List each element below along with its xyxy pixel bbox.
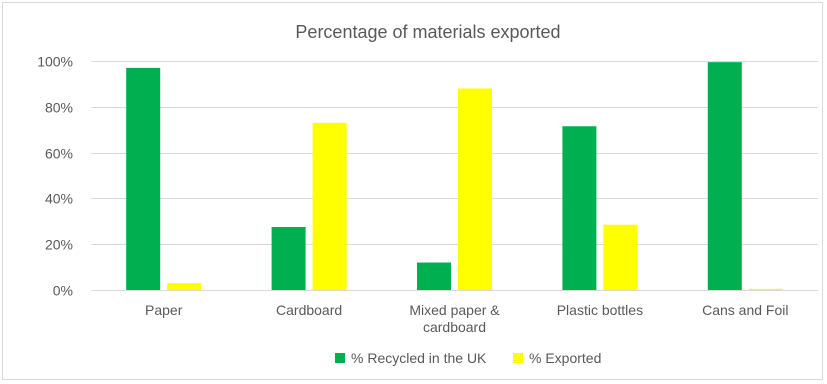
bar <box>603 224 638 290</box>
y-tick-label: 100% <box>37 54 73 70</box>
legend-swatch <box>335 353 345 363</box>
bar <box>748 288 783 290</box>
legend-label: % Exported <box>529 350 601 366</box>
y-tick-label: 40% <box>45 191 73 207</box>
bar <box>126 67 161 291</box>
y-tick-label: 20% <box>45 237 73 253</box>
x-category-label: Plastic bottles <box>557 302 643 318</box>
gridlines <box>91 61 818 291</box>
x-category-label: Cardboard <box>276 302 342 318</box>
chart-frame: Percentage of materials exported 0% 20% 40… <box>2 2 823 380</box>
y-tick-label: 60% <box>45 146 73 162</box>
y-tick-label: 0% <box>53 283 73 299</box>
bars <box>126 62 783 291</box>
bar-chart: Percentage of materials exported 0% 20% 40… <box>37 22 818 366</box>
x-category-label: Paper <box>145 302 183 318</box>
bar <box>562 126 597 290</box>
bar <box>417 262 451 290</box>
bar <box>458 88 492 290</box>
bar <box>167 283 202 290</box>
bar <box>707 62 742 290</box>
y-axis-tick-labels: 0% 20% 40% 60% 80% 100% <box>37 54 73 299</box>
legend-label: % Recycled in the UK <box>351 350 487 366</box>
bar <box>271 227 306 290</box>
y-tick-label: 80% <box>45 100 73 116</box>
x-category-label: Cans and Foil <box>702 302 788 318</box>
bar <box>312 122 347 290</box>
legend-swatch <box>513 353 523 363</box>
chart-title: Percentage of materials exported <box>295 22 560 42</box>
legend: % Recycled in the UK % Exported <box>335 350 601 366</box>
x-axis-category-labels: Paper Cardboard Mixed paper & cardboard Plas… <box>145 302 788 335</box>
x-category-label: Mixed paper & cardboard <box>409 302 500 335</box>
